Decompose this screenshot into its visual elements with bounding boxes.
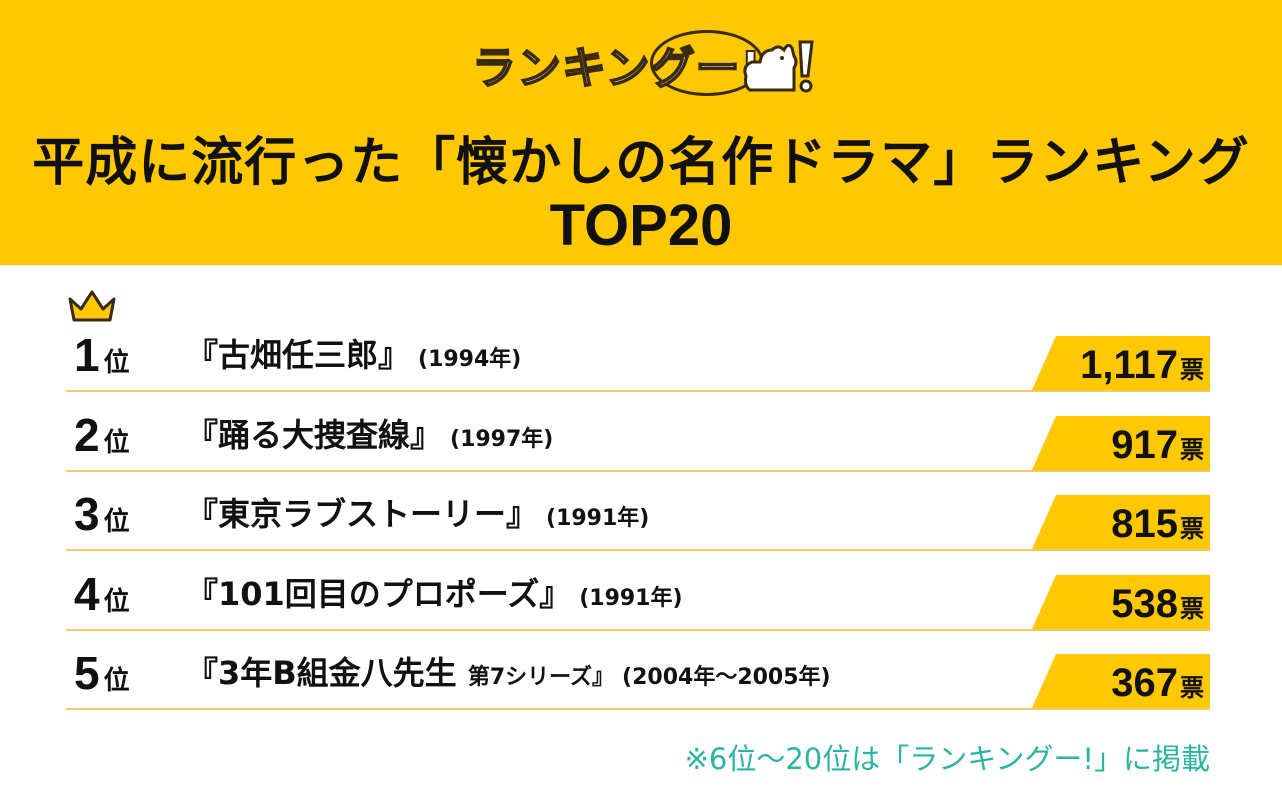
drama-title: 『3年B組金八先生 第7シリーズ』 (2004年〜2005年) [186, 654, 831, 692]
vote-count: 917票 [1111, 423, 1204, 467]
vote-count: 367票 [1111, 661, 1204, 705]
drama-title: 『踊る大捜査線』 (1997年) [186, 416, 554, 454]
votes-badge [1032, 575, 1210, 629]
page-subtitle: TOP20 [549, 193, 733, 258]
logo-speech-bubble [650, 30, 764, 96]
vote-count: 815票 [1111, 502, 1204, 546]
votes-badge [1032, 495, 1210, 549]
vote-count: 538票 [1111, 582, 1204, 626]
votes-badge [1032, 416, 1210, 470]
header-banner: ランキングー! 平成に流行った「懐かしの名作ドラマ」ランキング TOP20 [0, 0, 1282, 265]
drama-title: 『東京ラブストーリー』 (1991年) [186, 495, 650, 533]
page-title: 平成に流行った「懐かしの名作ドラマ」ランキング [32, 133, 1250, 193]
vote-count: 1,117票 [1080, 343, 1204, 387]
thumbs-up-chicken-icon [743, 40, 814, 93]
logo-text: ランキングー! [471, 42, 762, 95]
drama-title: 『101回目のプロポーズ』 (1991年) [186, 575, 683, 613]
footnote-link[interactable]: ※6位〜20位は「ランキングー!」に掲載 [684, 742, 1210, 776]
votes-badge [1032, 654, 1210, 708]
crown-icon [68, 290, 116, 322]
votes-badge [1032, 336, 1210, 390]
site-logo[interactable]: ランキングー! [471, 22, 817, 102]
drama-title: 『古畑任三郎』 (1994年) [186, 336, 522, 374]
